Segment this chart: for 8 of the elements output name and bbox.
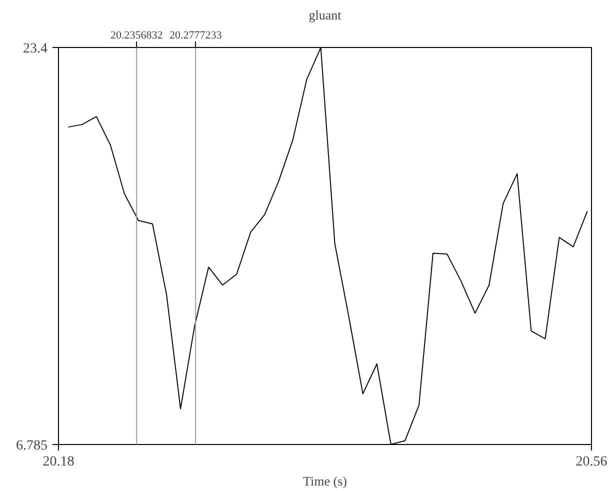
- y-tick-label: 6.785: [16, 438, 48, 454]
- x2-tick-label: 20.2356832: [110, 30, 163, 42]
- y-tick-label: 23.4: [23, 42, 48, 56]
- x2-tick-label: 20.2777233: [169, 30, 222, 42]
- x-tick-label: 20.18: [42, 454, 74, 470]
- chart-title: gluant: [308, 8, 342, 22]
- x-tick-label: 20.56: [576, 454, 608, 470]
- x-axis-title: Time (s): [303, 474, 347, 488]
